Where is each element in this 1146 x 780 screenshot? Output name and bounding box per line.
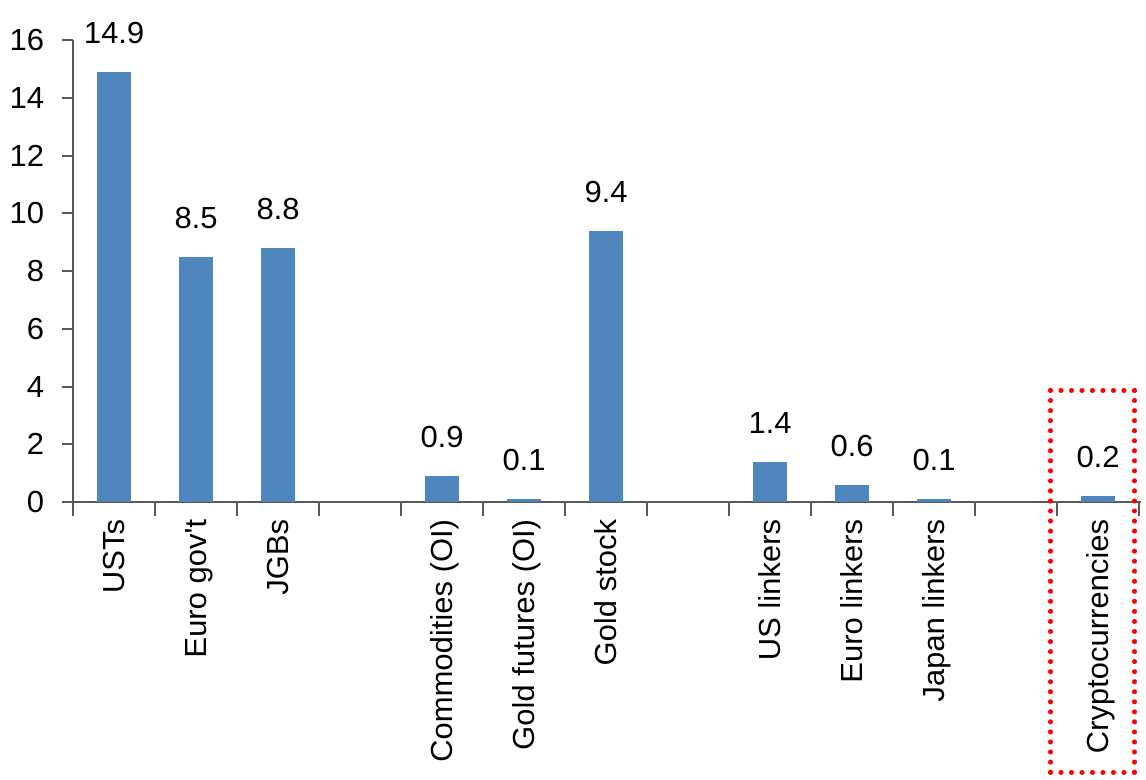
y-axis-tick bbox=[62, 270, 73, 272]
bar-value-label: 14.9 bbox=[83, 15, 145, 50]
x-axis-tick bbox=[892, 502, 894, 516]
x-axis-category-label: Commodities (OI) bbox=[424, 519, 459, 762]
bar-value-label: 1.4 bbox=[748, 405, 792, 440]
y-axis-label: 14 bbox=[9, 80, 44, 115]
x-axis-category-label: Gold futures (OI) bbox=[506, 519, 541, 750]
bar-value-label: 0.1 bbox=[502, 442, 546, 477]
y-axis-label: 4 bbox=[26, 369, 44, 404]
bar bbox=[507, 499, 541, 502]
y-axis-tick bbox=[62, 501, 73, 503]
bar-value-label: 0.9 bbox=[420, 419, 464, 454]
bar bbox=[179, 257, 213, 502]
y-axis-label: 16 bbox=[9, 22, 44, 57]
bar-value-label: 9.4 bbox=[584, 174, 628, 209]
x-axis-category-label: Japan linkers bbox=[916, 519, 951, 702]
bar bbox=[97, 72, 131, 502]
x-axis-tick bbox=[1056, 502, 1058, 516]
x-axis-category-label: JGBs bbox=[260, 519, 295, 595]
x-axis-tick bbox=[400, 502, 402, 516]
y-axis-label: 6 bbox=[26, 311, 44, 346]
y-axis-label: 8 bbox=[26, 253, 44, 288]
x-axis-tick bbox=[236, 502, 238, 516]
bar bbox=[261, 248, 295, 502]
x-axis-category-label: US linkers bbox=[752, 519, 787, 661]
y-axis-tick bbox=[62, 386, 73, 388]
y-axis-tick bbox=[62, 328, 73, 330]
y-axis-label: 12 bbox=[9, 138, 44, 173]
x-axis-category-label: USTs bbox=[96, 519, 131, 594]
y-axis-label: 10 bbox=[9, 195, 44, 230]
bar-value-label: 8.8 bbox=[256, 191, 300, 226]
x-axis-tick bbox=[1138, 502, 1140, 516]
bar-value-label: 0.1 bbox=[912, 442, 956, 477]
x-axis-category-label: Gold stock bbox=[588, 519, 623, 666]
bar bbox=[917, 499, 951, 502]
x-axis-line bbox=[62, 501, 1141, 503]
x-axis-category-label: Euro gov't bbox=[178, 519, 213, 658]
x-axis-category-label: Euro linkers bbox=[834, 519, 869, 683]
highlight-box bbox=[1048, 388, 1137, 775]
x-axis-tick bbox=[974, 502, 976, 516]
y-axis-label: 0 bbox=[26, 484, 44, 519]
x-axis-tick bbox=[318, 502, 320, 516]
bar-value-label: 0.6 bbox=[830, 428, 874, 463]
x-axis-tick bbox=[72, 502, 74, 516]
bar bbox=[753, 462, 787, 502]
y-axis-tick bbox=[62, 97, 73, 99]
y-axis-tick bbox=[62, 155, 73, 157]
bar bbox=[589, 231, 623, 502]
y-axis-line bbox=[72, 40, 74, 504]
x-axis-tick bbox=[564, 502, 566, 516]
bar bbox=[425, 476, 459, 502]
x-axis-tick bbox=[154, 502, 156, 516]
bar bbox=[1081, 496, 1115, 502]
bar bbox=[835, 485, 869, 502]
y-axis-tick bbox=[62, 443, 73, 445]
y-axis-tick bbox=[62, 212, 73, 214]
bar-value-label: 0.2 bbox=[1076, 439, 1120, 474]
x-axis-tick bbox=[728, 502, 730, 516]
y-axis-label: 2 bbox=[26, 426, 44, 461]
bar-value-label: 8.5 bbox=[174, 200, 218, 235]
x-axis-tick bbox=[810, 502, 812, 516]
x-axis-tick bbox=[482, 502, 484, 516]
x-axis-tick bbox=[646, 502, 648, 516]
y-axis-tick bbox=[62, 39, 73, 41]
